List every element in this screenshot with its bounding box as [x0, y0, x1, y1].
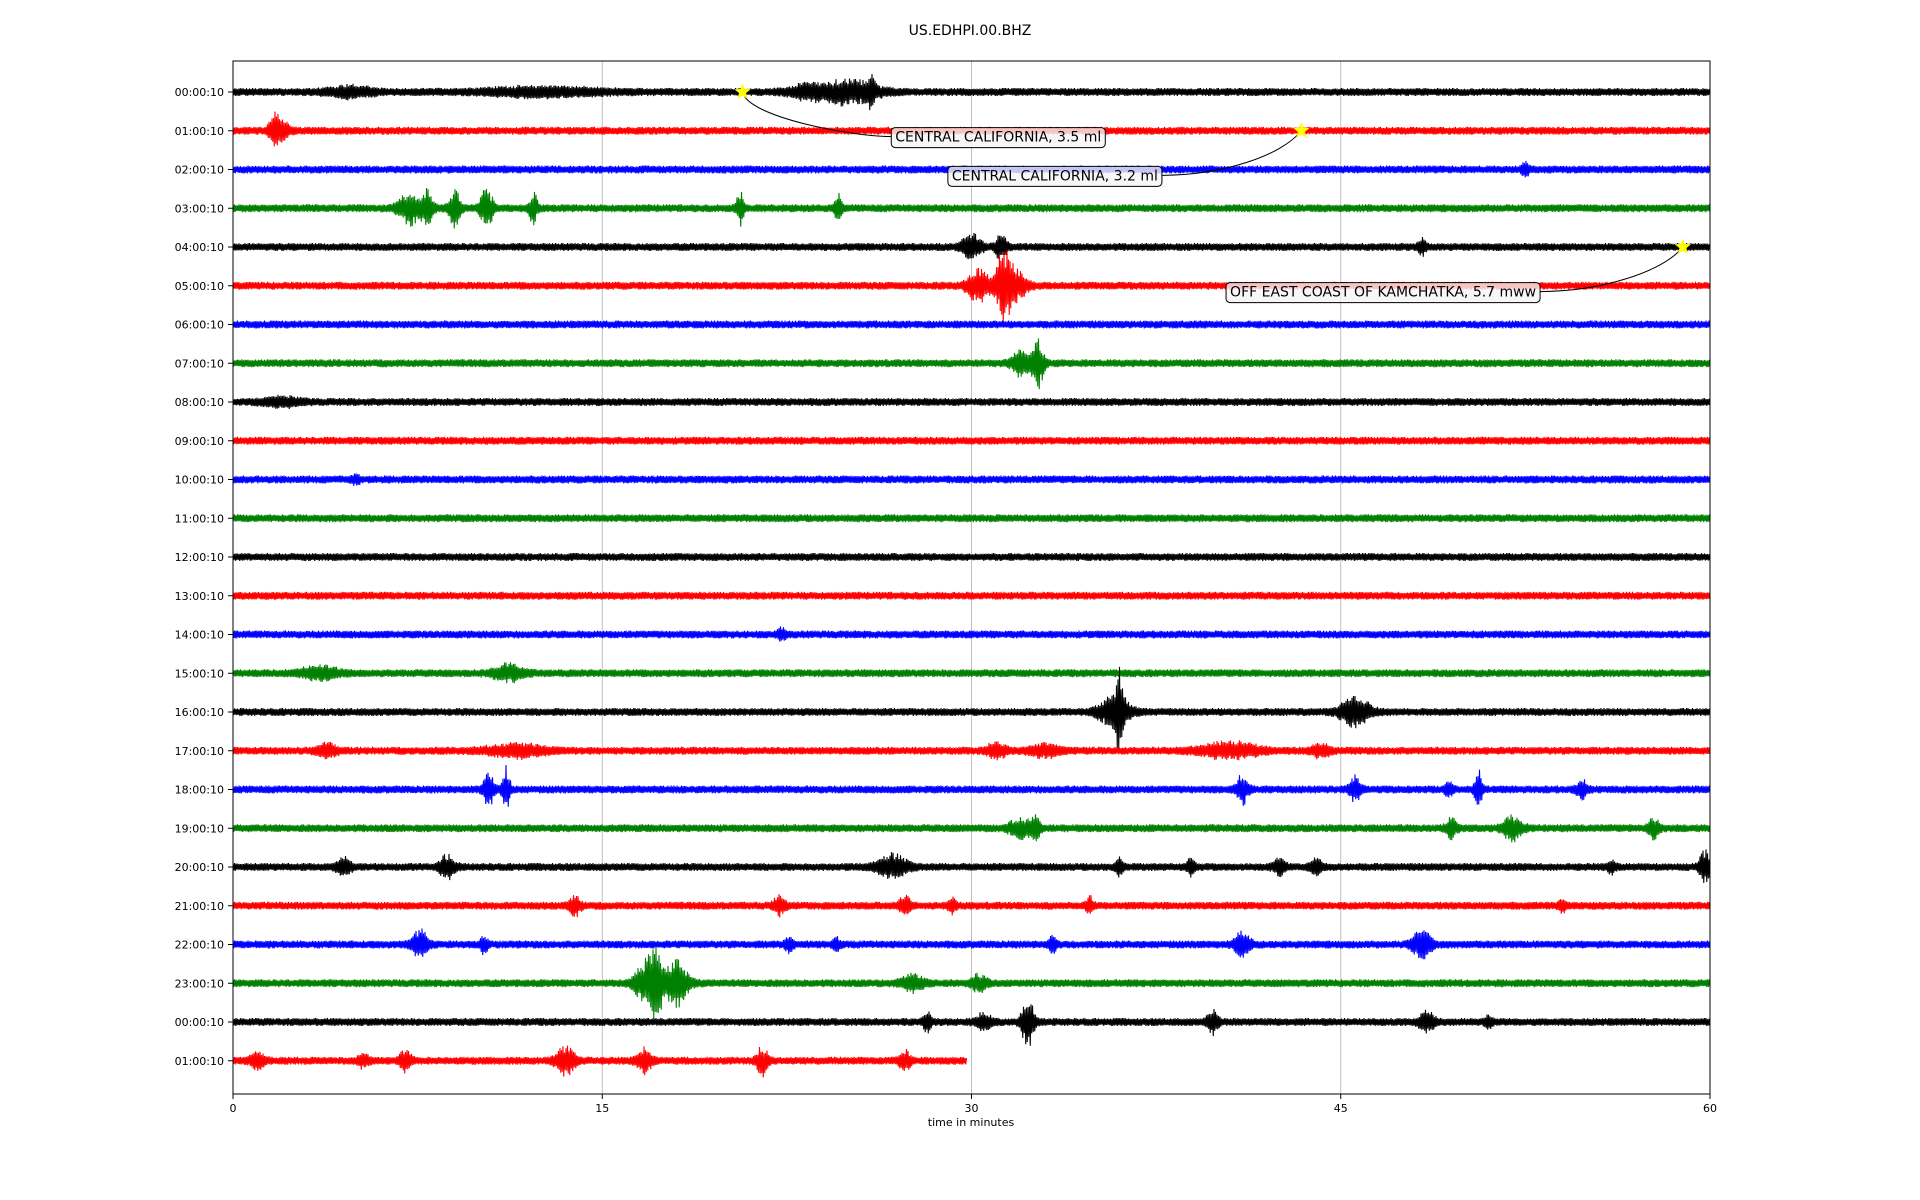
trace-row-24 — [232, 1004, 1711, 1046]
trace-row-4 — [232, 232, 1711, 260]
row-label: 07:00:10 — [175, 357, 224, 370]
chart-title: US.EDHPI.00.BHZ — [909, 23, 1032, 39]
annotation-box — [947, 165, 1163, 187]
x-axis: 0 15 30 45 60 — [230, 1094, 1717, 1115]
row-label: 18:00:10 — [175, 784, 224, 797]
row-label: 15:00:10 — [175, 667, 224, 680]
x-axis-label: time in minutes — [928, 1116, 1015, 1129]
annotation-label: CENTRAL CALIFORNIA, 3.5 ml — [895, 130, 1101, 146]
row-label: 01:00:10 — [175, 125, 224, 138]
row-label: 19:00:10 — [175, 822, 224, 835]
trace-row-12 — [232, 552, 1711, 562]
trace-row-0 — [232, 74, 1711, 111]
x-tick-label: 45 — [1334, 1102, 1348, 1115]
annotation-box — [1225, 282, 1541, 304]
row-label: 13:00:10 — [175, 590, 224, 603]
annotation-connector — [1540, 246, 1684, 293]
annotation-box — [890, 127, 1106, 149]
trace-row-23 — [232, 946, 1711, 1019]
x-tick-label: 0 — [230, 1102, 237, 1115]
annotation-label: OFF EAST COAST OF KAMCHATKA, 5.7 mww — [1230, 285, 1536, 301]
trace-row-11 — [232, 514, 1711, 523]
row-label: 20:00:10 — [175, 861, 224, 874]
row-label: 09:00:10 — [175, 435, 224, 448]
row-label: 01:00:10 — [175, 1055, 224, 1068]
trace-row-8 — [232, 394, 1711, 409]
trace-row-25 — [232, 1045, 968, 1078]
trace-row-13 — [232, 591, 1711, 600]
trace-row-18 — [232, 765, 1711, 807]
row-label: 16:00:10 — [175, 706, 224, 719]
row-label: 08:00:10 — [175, 396, 224, 409]
trace-row-3 — [232, 187, 1711, 229]
event-annotations: CENTRAL CALIFORNIA, 3.5 ml CENTRAL CALIFO… — [734, 83, 1692, 304]
row-label: 00:00:10 — [175, 86, 224, 99]
row-label: 12:00:10 — [175, 551, 224, 564]
row-label: 22:00:10 — [175, 939, 224, 952]
row-labels: 00:00:10 01:00:10 02:00:10 03:00:10 04:00:10… — [175, 86, 233, 1068]
row-label: 00:00:10 — [175, 1016, 224, 1029]
annotation-connector — [742, 91, 892, 138]
row-label: 05:00:10 — [175, 280, 224, 293]
trace-row-16 — [232, 666, 1711, 750]
event-star-marker — [734, 83, 751, 100]
x-tick-label: 60 — [1703, 1102, 1717, 1115]
x-tick-label: 15 — [595, 1102, 609, 1115]
event-star-marker — [1674, 238, 1692, 255]
trace-row-22 — [232, 928, 1711, 960]
row-label: 23:00:10 — [175, 977, 224, 990]
row-label: 17:00:10 — [175, 745, 224, 758]
row-label: 10:00:10 — [175, 474, 224, 487]
trace-row-17 — [232, 740, 1711, 761]
x-tick-label: 30 — [965, 1102, 979, 1115]
row-label: 21:00:10 — [175, 900, 224, 913]
trace-row-21 — [232, 894, 1711, 918]
traces — [232, 74, 1711, 1078]
row-label: 11:00:10 — [175, 512, 224, 525]
trace-row-19 — [232, 814, 1711, 843]
event-star-marker — [1293, 122, 1310, 138]
row-label: 14:00:10 — [175, 629, 224, 642]
x-grid — [601, 61, 1342, 1094]
row-label: 03:00:10 — [175, 202, 224, 215]
row-label: 04:00:10 — [175, 241, 224, 254]
trace-row-10 — [232, 473, 1711, 487]
trace-row-15 — [232, 662, 1711, 684]
trace-row-14 — [232, 626, 1711, 642]
annotation-connector — [1161, 130, 1302, 176]
row-label: 02:00:10 — [175, 164, 224, 177]
trace-row-9 — [232, 436, 1711, 445]
trace-row-6 — [232, 320, 1711, 329]
row-label: 06:00:10 — [175, 319, 224, 332]
trace-row-7 — [232, 338, 1711, 390]
trace-row-20 — [232, 849, 1711, 883]
annotation-label: CENTRAL CALIFORNIA, 3.2 ml — [952, 168, 1158, 184]
